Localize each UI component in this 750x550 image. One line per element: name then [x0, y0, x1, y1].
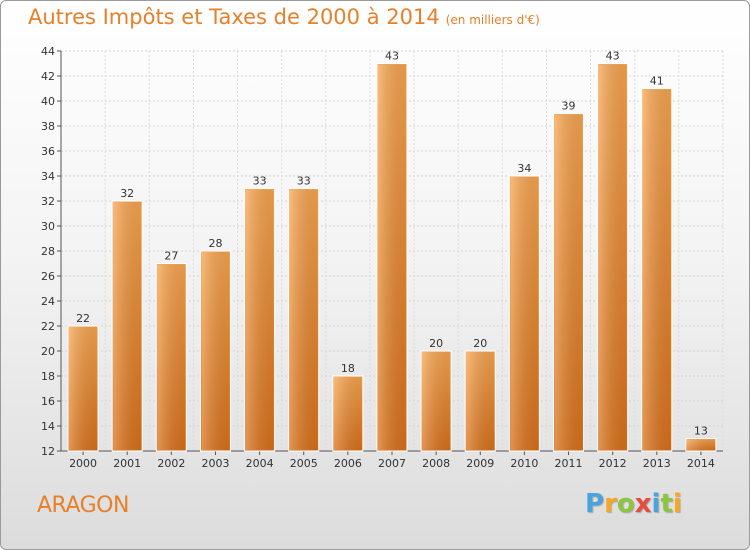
axes: 12 14 16 18 20 22 24 26 28 30 32 34 36 38 40 42 44 2000 20…: [41, 45, 723, 470]
logo-letter: i: [651, 489, 661, 519]
x-tick-label: 2005: [290, 457, 318, 470]
logo-letter: x: [634, 489, 652, 519]
data-label: 41: [650, 75, 664, 88]
y-tick-label: 24: [41, 295, 55, 308]
bar-shade: [69, 327, 98, 450]
y-tick-label: 40: [41, 95, 55, 108]
chart-title-text: Autres Impôts et Taxes de 2000 à 2014: [28, 5, 440, 29]
y-tick-label: 22: [41, 320, 55, 333]
x-tick-label: 2002: [157, 457, 185, 470]
y-tick-label: 38: [41, 120, 55, 133]
bar-shade: [510, 177, 539, 450]
y-tick-label: 42: [41, 70, 55, 83]
y-tick-label: 36: [41, 145, 55, 158]
bar-shade: [554, 114, 583, 450]
x-tick-label: 2008: [422, 457, 450, 470]
logo-letter: t: [660, 489, 673, 519]
data-label: 33: [297, 175, 311, 188]
x-tick-label: 2009: [466, 457, 494, 470]
bar-shade: [598, 64, 627, 450]
logo-letter: r: [604, 489, 617, 519]
place-name: ARAGON: [37, 493, 129, 518]
logo-letter: P: [585, 489, 605, 519]
bar-shade: [289, 189, 318, 450]
x-tick-label: 2000: [69, 457, 97, 470]
data-label: 32: [120, 187, 134, 200]
y-tick-label: 12: [41, 445, 55, 458]
y-tick-label: 20: [41, 345, 55, 358]
y-tick-label: 30: [41, 220, 55, 233]
proxiti-logo: Proxiti: [585, 489, 682, 519]
y-tick-label: 18: [41, 370, 55, 383]
data-label: 27: [164, 250, 178, 263]
x-tick-label: 2014: [687, 457, 715, 470]
data-label: 43: [385, 50, 399, 63]
data-label: 39: [562, 100, 576, 113]
data-label: 18: [341, 362, 355, 375]
y-tick-label: 14: [41, 420, 55, 433]
bar-shade: [201, 252, 230, 450]
data-label: 20: [429, 337, 443, 350]
data-labels: 22 32 27 28 33 33 18 43 20 20 34 39 43 41 13: [76, 50, 708, 438]
x-tick-label: 2007: [378, 457, 406, 470]
data-label: 43: [606, 50, 620, 63]
x-tick-label: 2010: [510, 457, 538, 470]
bar-shade: [378, 64, 406, 450]
data-label: 28: [208, 237, 222, 250]
bar-shade: [333, 377, 362, 450]
data-label: 13: [694, 425, 708, 438]
data-label: 22: [76, 312, 90, 325]
x-tick-label: 2012: [599, 457, 627, 470]
bars: [67, 63, 717, 452]
x-tick-label: 2004: [246, 457, 274, 470]
data-label: 33: [253, 175, 267, 188]
data-label: 20: [473, 337, 487, 350]
x-tick-label: 2011: [555, 457, 583, 470]
logo-letter: i: [672, 489, 682, 519]
x-tick-label: 2003: [201, 457, 229, 470]
logo-letter: o: [616, 489, 635, 519]
y-tick-label: 32: [41, 195, 55, 208]
bar-shade: [113, 202, 142, 450]
bar-shade: [245, 189, 274, 450]
bar-shade: [157, 264, 186, 450]
x-tick-label: 2013: [643, 457, 671, 470]
bar-shade: [642, 89, 671, 450]
x-tick-label: 2006: [334, 457, 362, 470]
chart-subtitle: (en milliers d'€): [445, 13, 540, 27]
y-tick-label: 44: [41, 45, 55, 58]
chart-title: Autres Impôts et Taxes de 2000 à 2014 (en…: [28, 5, 540, 29]
y-tick-label: 34: [41, 170, 55, 183]
y-tick-label: 26: [41, 270, 55, 283]
bar-shade: [422, 352, 451, 450]
bar-shade: [466, 352, 495, 450]
x-tick-label: 2001: [113, 457, 141, 470]
data-label: 34: [517, 162, 531, 175]
y-tick-label: 28: [41, 245, 55, 258]
bar-shade: [686, 439, 715, 450]
y-tick-label: 16: [41, 395, 55, 408]
